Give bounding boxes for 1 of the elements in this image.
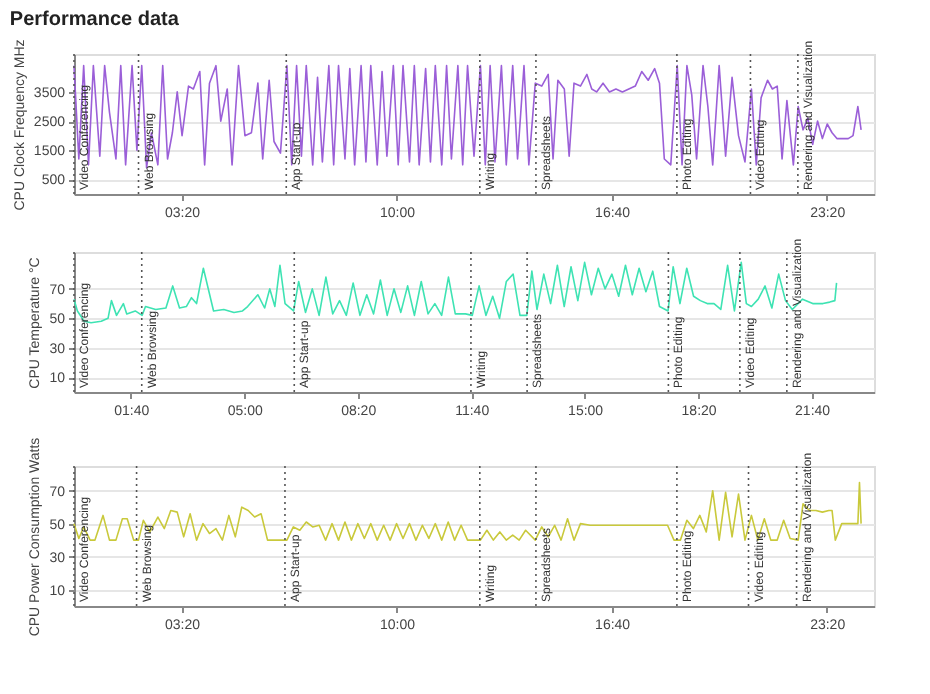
chart-title: Performance data — [9, 9, 180, 32]
